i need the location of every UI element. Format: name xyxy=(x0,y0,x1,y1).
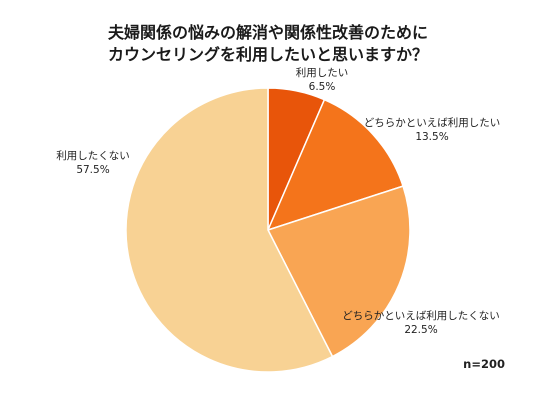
slice-label-0: 利用したい xyxy=(296,67,349,79)
slice-labels: 利用したい 6.5% どちらかといえば利用したい 13.5% どちらかといえば利用したく… xyxy=(56,67,500,336)
slice-value-1: 13.5% xyxy=(415,131,448,143)
pie-slices xyxy=(125,87,411,373)
slice-value-3: 57.5% xyxy=(76,164,109,176)
chart-title-line-2: カウンセリングを利用したいと思いますか？ xyxy=(108,45,428,64)
pie-slice-2 xyxy=(266,185,411,358)
pie-slice-1 xyxy=(266,98,404,232)
pie-slice-3 xyxy=(125,87,334,373)
slice-value-0: 6.5% xyxy=(309,81,336,93)
slice-value-2: 22.5% xyxy=(404,324,437,336)
slice-label-2: どちらかといえば利用したくない xyxy=(342,310,500,322)
sample-size-note: n=200 xyxy=(463,357,505,371)
slice-label-3: 利用したくない xyxy=(56,150,130,162)
chart-title-line-1: 夫婦関係の悩みの解消や関係性改善のために xyxy=(108,23,428,42)
slice-label-1: どちらかといえば利用したい xyxy=(364,117,501,129)
